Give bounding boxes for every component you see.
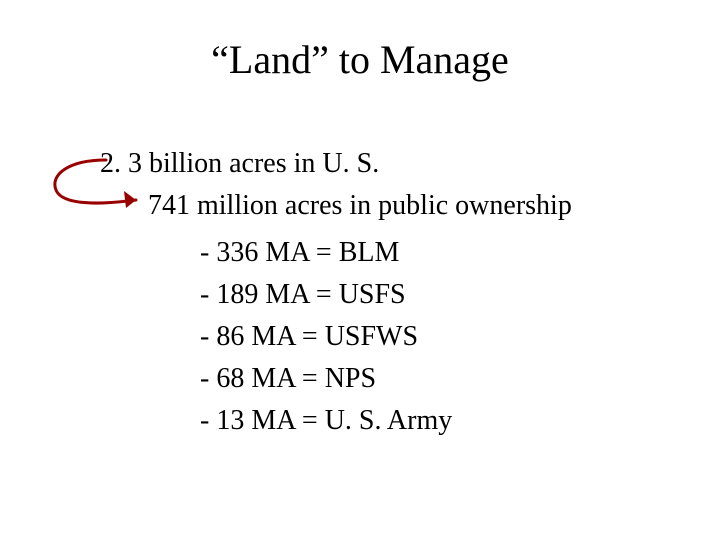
breakdown-item: - 68 MA = NPS xyxy=(200,358,452,400)
breakdown-item: - 86 MA = USFWS xyxy=(200,316,452,358)
arrow-head xyxy=(124,191,136,208)
slide-title: “Land” to Manage xyxy=(0,38,720,82)
breakdown-item: - 336 MA = BLM xyxy=(200,232,452,274)
breakdown-list: - 336 MA = BLM - 189 MA = USFS - 86 MA =… xyxy=(200,232,452,442)
slide: “Land” to Manage 2. 3 billion acres in U… xyxy=(0,0,720,540)
total-acres-line: 2. 3 billion acres in U. S. xyxy=(100,148,379,180)
public-acres-line: 741 million acres in public ownership xyxy=(148,190,572,222)
breakdown-item: - 189 MA = USFS xyxy=(200,274,452,316)
breakdown-item: - 13 MA = U. S. Army xyxy=(200,400,452,442)
